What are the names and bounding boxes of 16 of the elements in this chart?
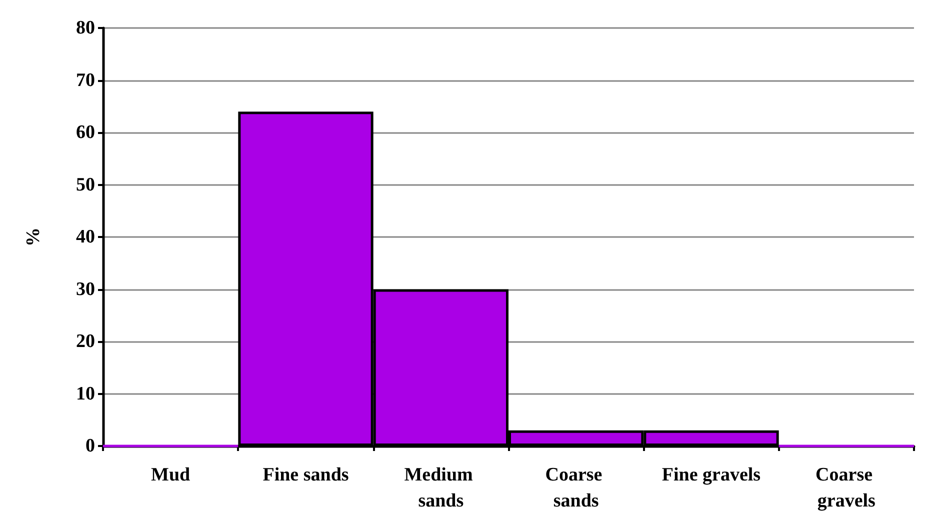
y-tick-label: 30 [76,278,95,300]
x-tick-label: Coarse gravels [816,464,878,512]
y-tick-label: 70 [76,70,95,91]
y-tick-label: 0 [86,436,95,456]
x-tick-label: Coarse sands [545,464,607,512]
y-tick-label: 20 [76,331,95,352]
y-tick-label: 50 [76,174,95,196]
y-tick-label: 10 [76,383,95,404]
x-tick-label: Medium sands [404,464,478,512]
x-tick-label: Fine sands [262,464,349,486]
y-axis-title: % [23,228,44,246]
x-tick-label: Fine gravels [662,464,761,486]
x-tick-label: Mud [151,464,191,486]
y-tick-label: 80 [76,18,95,38]
y-tick-label: 40 [76,226,95,248]
y-tick-label: 60 [76,122,95,143]
